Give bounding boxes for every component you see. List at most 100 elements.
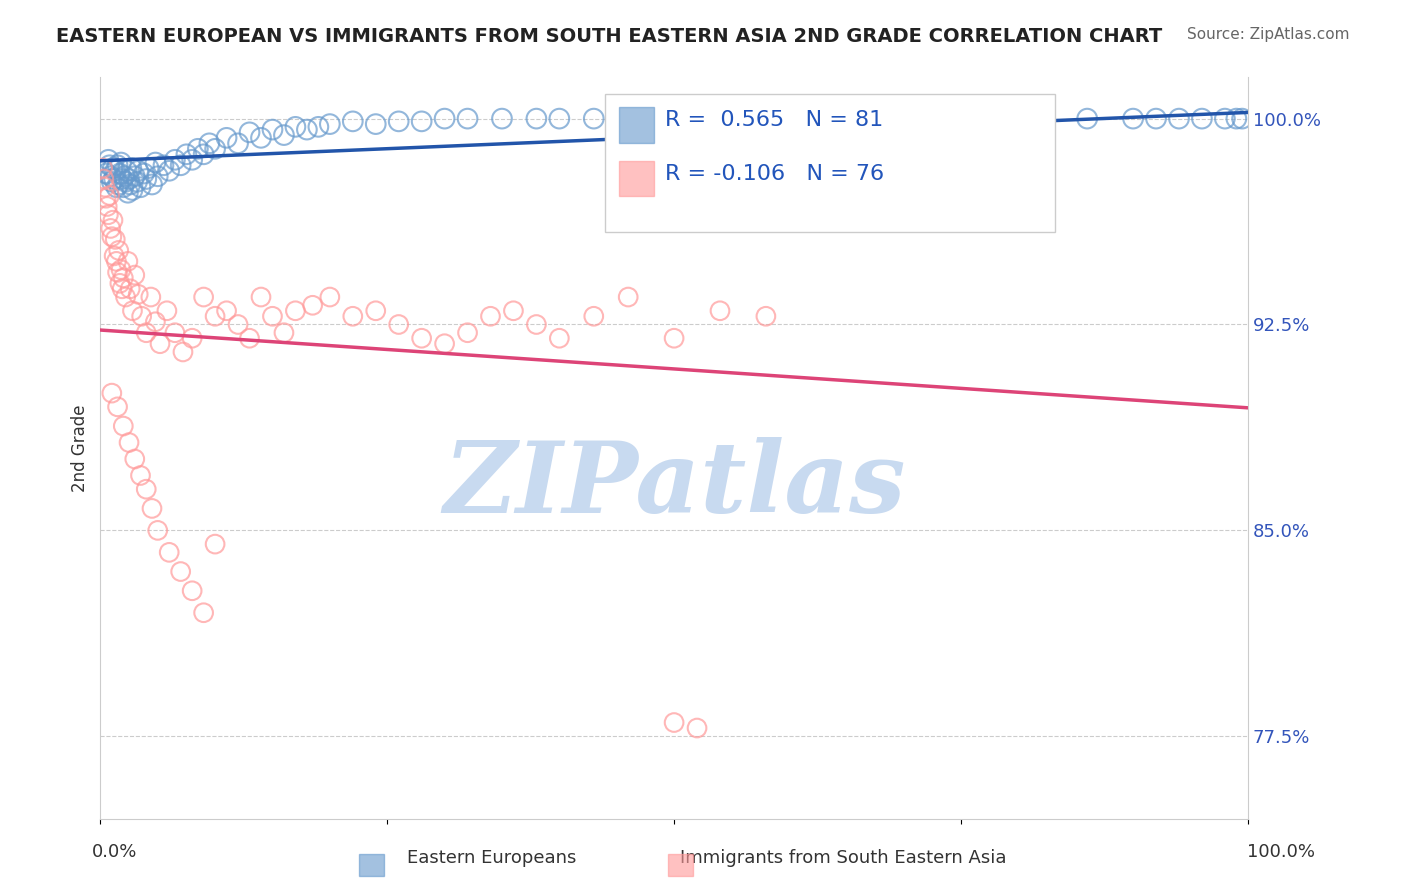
Point — [662, 715, 685, 730]
Point — [582, 112, 605, 126]
Point — [100, 169, 122, 184]
Point — [129, 180, 152, 194]
Point — [198, 136, 221, 151]
Point — [110, 155, 132, 169]
Point — [342, 114, 364, 128]
Point — [273, 128, 295, 142]
Point — [172, 345, 194, 359]
Point — [204, 537, 226, 551]
Point — [104, 232, 127, 246]
Point — [105, 254, 128, 268]
Point — [662, 331, 685, 345]
Point — [101, 175, 124, 189]
Point — [250, 131, 273, 145]
Point — [364, 117, 387, 131]
Point — [284, 303, 307, 318]
Point — [101, 213, 124, 227]
Point — [114, 290, 136, 304]
Text: R =  0.565   N = 81: R = 0.565 N = 81 — [665, 111, 883, 130]
Point — [98, 158, 121, 172]
Text: Eastern Europeans: Eastern Europeans — [408, 849, 576, 867]
Point — [104, 163, 127, 178]
Point — [156, 303, 179, 318]
Point — [548, 331, 571, 345]
Point — [111, 172, 134, 186]
Point — [139, 290, 162, 304]
Point — [129, 468, 152, 483]
Point — [1144, 112, 1167, 126]
Point — [111, 282, 134, 296]
Point — [491, 112, 513, 126]
Point — [157, 163, 180, 178]
Point — [120, 178, 142, 192]
Point — [262, 122, 284, 136]
Point — [146, 524, 169, 538]
Point — [226, 318, 249, 332]
Point — [204, 142, 226, 156]
Point — [479, 310, 502, 324]
Point — [94, 167, 117, 181]
Point — [686, 721, 709, 735]
Point — [1230, 112, 1253, 126]
Point — [176, 147, 198, 161]
Point — [502, 303, 524, 318]
Point — [125, 175, 148, 189]
Point — [433, 112, 456, 126]
Point — [145, 315, 167, 329]
Point — [215, 303, 238, 318]
Point — [187, 142, 209, 156]
Point — [107, 178, 129, 192]
Point — [107, 158, 129, 172]
Point — [91, 161, 114, 175]
Point — [120, 161, 142, 175]
Point — [617, 112, 640, 126]
Point — [112, 419, 135, 434]
Point — [98, 188, 121, 202]
Point — [846, 112, 869, 126]
Point — [1031, 112, 1053, 126]
Point — [101, 386, 124, 401]
Point — [120, 282, 142, 296]
Point — [115, 163, 138, 178]
Point — [94, 191, 117, 205]
Point — [193, 290, 215, 304]
Point — [284, 120, 307, 134]
Point — [124, 452, 146, 467]
Point — [114, 175, 136, 189]
Point — [118, 435, 141, 450]
Point — [146, 169, 169, 184]
Point — [135, 482, 157, 496]
Point — [364, 303, 387, 318]
Point — [112, 270, 135, 285]
Point — [107, 400, 129, 414]
Point — [118, 172, 141, 186]
Point — [800, 112, 823, 126]
Point — [548, 112, 571, 126]
Point — [1213, 112, 1236, 126]
Point — [94, 180, 117, 194]
Point — [226, 136, 249, 151]
Point — [149, 336, 172, 351]
Point — [342, 310, 364, 324]
Point — [107, 265, 129, 279]
Point — [138, 161, 160, 175]
Text: R = -0.106   N = 76: R = -0.106 N = 76 — [665, 164, 884, 184]
Point — [170, 158, 193, 172]
Point — [1168, 112, 1191, 126]
Point — [582, 310, 605, 324]
Point — [457, 112, 479, 126]
Point — [103, 249, 125, 263]
Point — [114, 169, 136, 184]
Text: 0.0%: 0.0% — [91, 843, 136, 861]
Point — [893, 112, 915, 126]
Point — [662, 112, 685, 126]
Point — [97, 153, 120, 167]
Point — [388, 114, 411, 128]
Point — [411, 114, 433, 128]
Point — [250, 290, 273, 304]
Point — [755, 112, 778, 126]
Point — [105, 180, 128, 194]
Point — [204, 310, 226, 324]
Point — [262, 310, 284, 324]
Point — [127, 163, 149, 178]
